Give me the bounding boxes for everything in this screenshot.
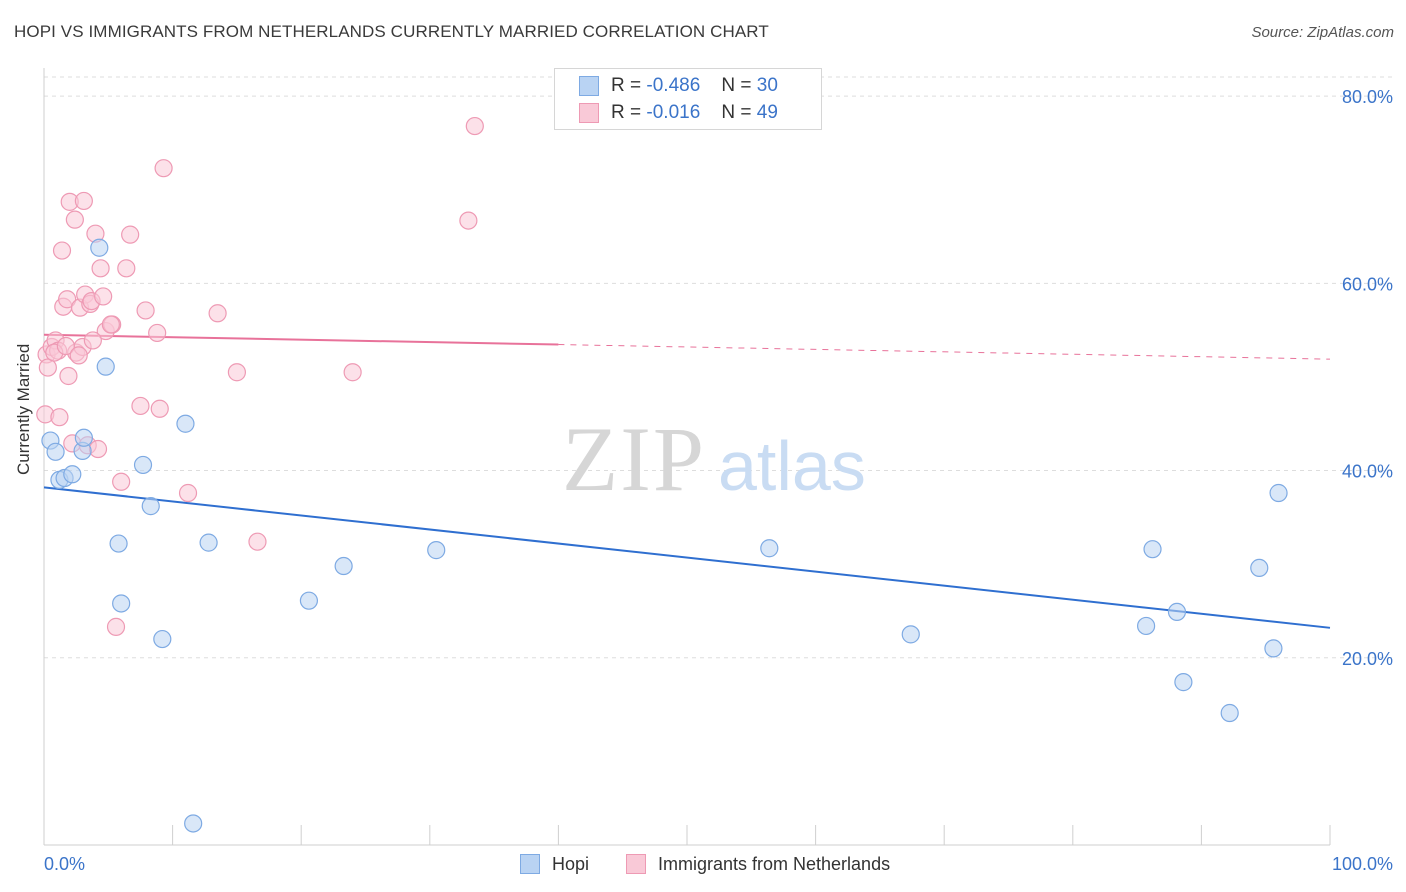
netherlands-point [91,259,110,278]
netherlands-point [208,304,227,323]
netherlands-point [150,399,169,418]
hopi-point [760,539,779,558]
netherlands-point [227,363,246,382]
hopi-point [1137,616,1156,636]
netherlands-point [136,301,155,320]
tick-labels: 20.0% 40.0% 60.0% 80.0% 0.0% 100.0% [44,87,1393,874]
hopi-point [112,594,131,613]
hopi-swatch [579,76,599,96]
hopi-point [1167,602,1187,622]
x-tick-label: 0.0% [44,854,85,874]
data-points [36,116,1288,833]
watermark: ZIP atlas [562,408,866,510]
netherlands-point [38,358,57,377]
series-legend: Hopi Immigrants from Netherlands [0,851,1406,877]
netherlands-point [248,532,267,551]
netherlands-point [112,472,131,491]
y-tick-label: 20.0% [1342,649,1393,669]
netherlands-trend-extension [558,344,1331,360]
y-tick-label: 60.0% [1342,274,1393,294]
r-value: -0.016 [646,102,701,123]
legend-label-hopi: Hopi [552,853,590,874]
netherlands-point [459,211,478,230]
legend-item-netherlands[interactable]: Immigrants from Netherlands [626,851,890,877]
stats-row-netherlands: R = -0.016 N = 49 [555,99,778,127]
n-value: 30 [756,75,778,96]
netherlands-point [56,336,75,356]
hopi-trend-line [43,486,1331,629]
hopi-point [1143,540,1162,559]
n-label: N = [721,102,752,123]
hopi-point [901,625,920,644]
netherlands-point [465,116,484,136]
netherlands-point [148,323,167,343]
hopi-point [176,414,195,433]
netherlands-point [94,287,113,306]
x-tick-label: 100.0% [1332,854,1393,874]
hopi-point [74,428,93,447]
stats-legend: R = -0.486 N = 30 R = -0.016 N = 49 [554,68,822,130]
netherlands-legend-swatch [626,854,646,874]
netherlands-point [101,315,120,334]
netherlands-point [52,241,72,260]
netherlands-point [83,331,102,350]
y-axis-label: Currently Married [14,343,33,475]
hopi-point [46,442,65,461]
legend-item-hopi[interactable]: Hopi [520,851,589,877]
netherlands-trend-line [43,333,559,346]
netherlands-point [88,439,108,459]
axes [43,68,1331,846]
watermark-zip: ZIP [562,408,706,510]
netherlands-point [343,363,362,382]
hopi-point [1220,703,1239,723]
legend-label-netherlands: Immigrants from Netherlands [658,853,891,874]
hopi-point [1250,558,1269,578]
hopi-point [199,533,218,552]
netherlands-point [58,290,77,309]
hopi-point [153,629,172,649]
hopi-point [63,465,82,484]
r-label: R = [611,75,642,96]
hopi-legend-swatch [520,854,540,874]
netherlands-point [131,396,150,416]
n-value: 49 [756,102,778,123]
grid-lines [44,76,1394,659]
netherlands-swatch [579,103,599,123]
hopi-point [1269,483,1288,503]
hopi-point [299,591,319,610]
netherlands-point [117,259,136,278]
trend-lines [43,333,1331,629]
watermark-atlas: atlas [718,427,866,505]
stats-row-hopi: R = -0.486 N = 30 [555,72,778,100]
hopi-point [141,497,160,516]
netherlands-point [74,191,93,211]
hopi-point [184,814,203,833]
netherlands-point [59,366,78,386]
netherlands-point [178,483,198,503]
hopi-point [133,455,153,475]
netherlands-point [154,159,173,178]
y-tick-label: 80.0% [1342,87,1393,107]
source-note: Source: ZipAtlas.com [1251,24,1394,41]
y-tick-label: 40.0% [1342,462,1393,482]
netherlands-point [106,617,126,636]
netherlands-point [69,346,88,365]
n-label: N = [721,75,752,96]
chart-title: HOPI VS IMMIGRANTS FROM NETHERLANDS CURR… [14,22,769,41]
hopi-point [96,357,115,376]
r-value: -0.486 [646,75,701,96]
netherlands-point [121,225,140,244]
hopi-point [90,238,109,257]
hopi-point [1174,673,1193,692]
netherlands-point [50,408,69,427]
hopi-point [1264,639,1283,658]
hopi-point [334,556,353,576]
netherlands-point [65,210,84,229]
r-label: R = [611,102,642,123]
hopi-point [109,534,128,553]
hopi-point [427,541,446,560]
